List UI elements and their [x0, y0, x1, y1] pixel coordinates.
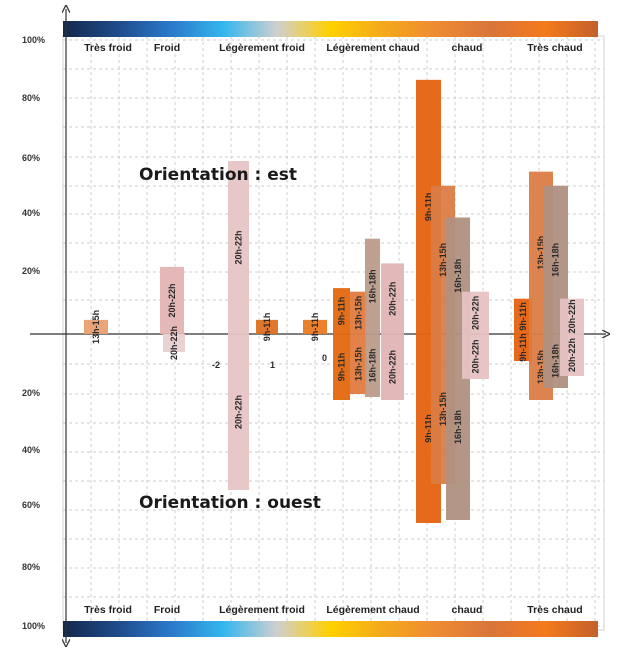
bar-lf-est-20h-22h: [228, 161, 249, 334]
bar-label: 16h-18h: [453, 410, 463, 444]
bar-label: 16h-18h: [551, 243, 561, 277]
category-label-bottom: Très chaud: [527, 604, 582, 616]
bar-label: 16h-18h: [551, 344, 561, 378]
y-tick-label: 20%: [22, 266, 40, 276]
bar-label: 20h-22h: [471, 296, 481, 330]
bar-tc-est-9h-11h: [514, 298, 532, 334]
temperature-scale-top: [63, 21, 598, 37]
bar-label: 16h-18h: [453, 259, 463, 293]
bar-label: 13h-15h: [438, 392, 448, 426]
category-label-top: Légèrement froid: [219, 42, 305, 54]
orientation-ouest-label: Orientation : ouest: [139, 493, 321, 513]
category-label-bottom: Très froid: [84, 604, 132, 616]
y-tick-label: 60%: [22, 153, 40, 163]
bar-tf-est-13h-15h: [84, 319, 108, 334]
bar-label: 13h-15h: [438, 243, 448, 277]
orientation-est-label: Orientation : est: [139, 165, 297, 185]
y-tick-label: 40%: [22, 445, 40, 455]
bar-lc-ouest-20h-22h: [381, 334, 404, 400]
y-tick-label: 100%: [22, 621, 45, 631]
bar-lf-est-9h-11h: [256, 319, 278, 334]
bar-label: 13h-15h: [354, 296, 364, 330]
bars: 13h-15h 20h-22h 20h-22h 20h-22h 20h-22h 9h-11…: [84, 79, 584, 523]
bar-f-ouest-20h-22h: [163, 334, 185, 352]
bar-lc-est-20h-22h: [381, 263, 404, 334]
y-tick-labels: 100% 80% 60% 40% 20% 20% 40% 60% 80% 100%: [22, 35, 45, 631]
bar-tc-ouest-9h-11h: [514, 334, 532, 361]
bar-label: 13h-15h: [354, 347, 364, 381]
stray-label: -2: [212, 360, 220, 370]
bar-label: 20h-22h: [234, 231, 244, 265]
bar-tc-est-20h-22h: [560, 298, 584, 334]
bar-label: 20h-22h: [169, 326, 179, 360]
bar-lc-est-9h-11h: [303, 319, 327, 334]
bar-label: 9h-11h: [262, 313, 272, 342]
stray-label: 0: [322, 353, 327, 363]
category-label-bottom: chaud: [452, 604, 483, 616]
y-tick-label: 100%: [22, 35, 45, 45]
y-tick-label: 80%: [22, 93, 40, 103]
bar-c-est-20h-22h: [462, 291, 489, 334]
category-label-top: Froid: [154, 42, 180, 54]
category-label-bottom: Légèrement froid: [219, 604, 305, 616]
bar-tc-ouest-20h-22h: [560, 334, 584, 376]
bar-c-ouest-20h-22h: [462, 334, 489, 379]
temperature-scale-bottom: [63, 621, 598, 637]
bar-lc-est-13h-15h: [350, 291, 367, 334]
bar-label: 20h-22h: [471, 339, 481, 373]
bar-lf-ouest-20h-22h: [228, 334, 249, 490]
category-label-top: Très froid: [84, 42, 132, 54]
bar-lc-est-16h-18h: [365, 238, 380, 334]
bar-label: 9h-11h: [337, 297, 347, 326]
category-labels: Très froid Très froid Froid Froid Légèrement…: [84, 42, 583, 616]
y-tick-label: 20%: [22, 388, 40, 398]
y-tick-label: 80%: [22, 562, 40, 572]
temperature-scale: [63, 21, 598, 637]
bar-label: 20h-22h: [567, 338, 577, 372]
bar-label: 9h-11h: [310, 313, 320, 342]
category-label-top: Légèrement chaud: [326, 42, 419, 54]
bar-label: 20h-22h: [567, 299, 577, 333]
y-tick-label: 40%: [22, 208, 40, 218]
bar-label: 16h-18h: [368, 269, 378, 303]
bar-lc-ouest-9h-11h: [333, 334, 350, 400]
bar-label: 13h-15h: [536, 236, 546, 270]
stray-label: 1: [270, 360, 275, 370]
bar-f-est-20h-22h: [160, 266, 184, 334]
y-tick-label: 60%: [22, 500, 40, 510]
bar-label: 9h-11h: [518, 333, 528, 362]
bar-label: 16h-18h: [368, 348, 378, 382]
category-label-top: Très chaud: [527, 42, 582, 54]
category-label-bottom: Légèrement chaud: [326, 604, 419, 616]
category-label-top: chaud: [452, 42, 483, 54]
bar-label: 9h-11h: [518, 302, 528, 331]
category-label-bottom: Froid: [154, 604, 180, 616]
bar-label: 20h-22h: [234, 395, 244, 429]
bar-lc-ouest-16h-18h: [365, 334, 380, 397]
bar-label: 13h-15h: [536, 350, 546, 384]
bar-label: 9h-11h: [424, 193, 434, 222]
bar-label: 13h-15h: [91, 310, 101, 344]
bar-label: 9h-11h: [424, 414, 434, 443]
bar-label: 20h-22h: [167, 283, 177, 317]
bar-lc-est-9h-11h: [333, 288, 350, 334]
bar-lc-ouest-13h-15h: [350, 334, 367, 394]
bar-label: 20h-22h: [388, 350, 398, 384]
bar-label: 20h-22h: [388, 282, 398, 316]
bar-label: 9h-11h: [337, 353, 347, 382]
